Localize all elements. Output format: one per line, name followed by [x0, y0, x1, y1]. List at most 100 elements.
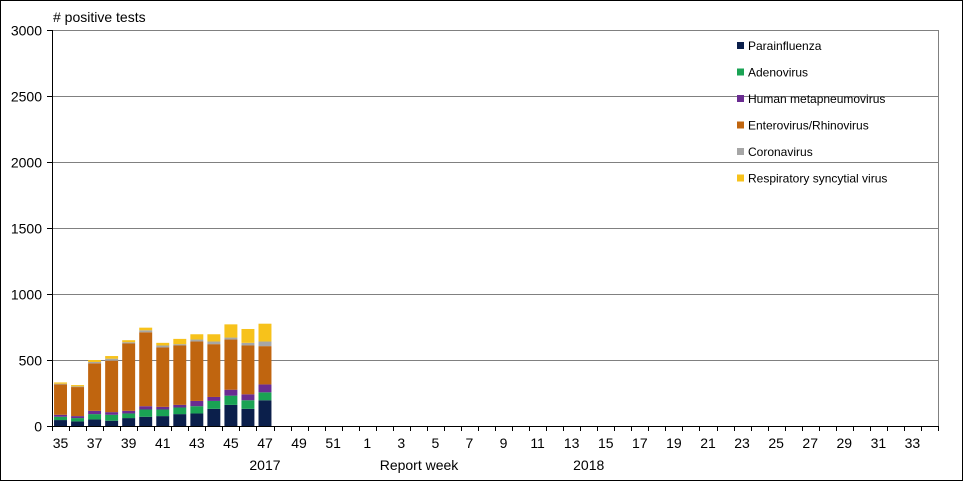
bar-week-43-human-metapneumovirus	[190, 400, 204, 407]
bar-week-45-enterovirus-rhinovirus	[224, 339, 238, 390]
legend-swatch-0	[737, 42, 744, 49]
bar-week-47-adenovirus	[258, 392, 272, 401]
bar-week-36-coronavirus	[71, 386, 85, 388]
bar-week-40-human-metapneumovirus	[139, 406, 153, 410]
x-ticks: 35 37 39 41 43 45 47 49 51 1 3 5 7 9 11 13 15 17 19 21 23 25 2…	[52, 426, 939, 451]
y-tick-label-2500: 2500	[11, 89, 42, 105]
bar-week-40-respiratory-syncytial-virus	[139, 327, 153, 331]
x-tick-label-9: 9	[500, 435, 508, 451]
bar-week-47-respiratory-syncytial-virus	[258, 323, 272, 342]
y-tick-label-2000: 2000	[11, 155, 42, 171]
legend-label-2: Human metapneumovirus	[748, 92, 885, 106]
bar-week-47-parainfluenza	[258, 400, 272, 426]
bar-week-47-human-metapneumovirus	[258, 384, 272, 393]
bar-week-35-human-metapneumovirus	[54, 414, 67, 417]
bar-week-45-respiratory-syncytial-virus	[224, 324, 238, 338]
bar-week-45-human-metapneumovirus	[224, 389, 238, 396]
x-tick-label-23: 23	[734, 435, 750, 451]
bar-week-39-enterovirus-rhinovirus	[122, 343, 136, 411]
bar-week-36-respiratory-syncytial-virus	[71, 385, 85, 387]
bar-week-36-human-metapneumovirus	[71, 416, 85, 419]
x-tick-label-43: 43	[189, 435, 205, 451]
y-ticks: 0 500 1000 1500 2000 2500 3000	[11, 23, 52, 435]
x-tick-label-19: 19	[666, 435, 682, 451]
bar-week-36-parainfluenza	[71, 421, 85, 426]
bar-week-38-coronavirus	[105, 358, 119, 361]
x-tick-label-1: 1	[363, 435, 371, 451]
legend-label-5: Respiratory syncytial virus	[748, 172, 887, 186]
bar-week-43-parainfluenza	[190, 413, 204, 426]
x-tick-label-25: 25	[768, 435, 784, 451]
bar-week-43-respiratory-syncytial-virus	[190, 334, 204, 340]
legend-label-4: Coronavirus	[748, 145, 813, 159]
bar-week-40-adenovirus	[139, 409, 153, 417]
legend-label-3: Enterovirus/Rhinovirus	[748, 119, 869, 133]
x-tick-label-47: 47	[257, 435, 273, 451]
bar-week-44-human-metapneumovirus	[207, 396, 221, 401]
bar-week-38-respiratory-syncytial-virus	[105, 356, 119, 359]
bar-week-42-enterovirus-rhinovirus	[173, 345, 187, 405]
bar-week-43-coronavirus	[190, 339, 204, 342]
bar-week-37-parainfluenza	[88, 419, 102, 426]
x-tick-label-41: 41	[155, 435, 171, 451]
legend-swatch-1	[737, 68, 744, 76]
bar-week-40-coronavirus	[139, 330, 153, 333]
bar-week-39-human-metapneumovirus	[122, 410, 136, 414]
bar-week-43-adenovirus	[190, 406, 204, 414]
x-tick-label-31: 31	[871, 435, 887, 451]
legend-swatch-2	[737, 95, 744, 102]
bar-week-40-parainfluenza	[139, 416, 153, 426]
x-tick-label-15: 15	[598, 435, 614, 451]
y-tick-label-500: 500	[19, 353, 43, 369]
bar-week-46-respiratory-syncytial-virus	[241, 328, 255, 343]
x-tick-label-39: 39	[121, 435, 137, 451]
bar-week-47-enterovirus-rhinovirus	[258, 346, 272, 385]
x-tick-label-3: 3	[397, 435, 405, 451]
bar-week-42-coronavirus	[173, 344, 187, 346]
bar-week-44-adenovirus	[207, 400, 221, 409]
y-axis-title: # positive tests	[53, 9, 146, 25]
x-tick-label-11: 11	[530, 435, 545, 451]
x-tick-label-7: 7	[466, 435, 474, 451]
y-tick-label-1000: 1000	[11, 287, 42, 303]
bar-week-39-respiratory-syncytial-virus	[122, 340, 136, 343]
bar-week-40-enterovirus-rhinovirus	[139, 332, 153, 407]
bar-week-38-parainfluenza	[105, 420, 119, 426]
bar-week-37-enterovirus-rhinovirus	[88, 363, 102, 411]
bar-week-46-coronavirus	[241, 342, 255, 346]
bar-week-41-enterovirus-rhinovirus	[156, 347, 170, 407]
bar-week-35-adenovirus	[54, 416, 67, 421]
x-tick-label-33: 33	[905, 435, 921, 451]
x-axis-title: Report week	[380, 457, 460, 473]
x-tick-label-13: 13	[564, 435, 580, 451]
bar-week-37-human-metapneumovirus	[88, 410, 102, 415]
bar-week-36-adenovirus	[71, 418, 85, 422]
bar-week-35-parainfluenza	[54, 420, 67, 426]
bar-week-45-coronavirus	[224, 337, 238, 340]
bar-week-38-human-metapneumovirus	[105, 412, 119, 415]
legend-label-0: Parainfluenza	[748, 39, 822, 53]
y-tick-label-1500: 1500	[11, 221, 42, 237]
bars	[54, 323, 272, 426]
x-tick-label-45: 45	[223, 435, 239, 451]
bar-week-42-human-metapneumovirus	[173, 404, 187, 408]
bar-week-43-enterovirus-rhinovirus	[190, 341, 204, 401]
legend-label-1: Adenovirus	[748, 66, 808, 80]
year-labels: 2017 2018	[249, 457, 604, 473]
bar-week-35-coronavirus	[54, 383, 67, 385]
bar-week-47-coronavirus	[258, 341, 272, 347]
bar-week-46-human-metapneumovirus	[241, 394, 255, 401]
bar-week-45-parainfluenza	[224, 404, 238, 426]
bar-week-39-parainfluenza	[122, 418, 136, 426]
bar-week-45-adenovirus	[224, 395, 238, 405]
bar-week-37-respiratory-syncytial-virus	[88, 360, 102, 362]
legend: Parainfluenza Adenovirus Human metapneumov…	[737, 39, 887, 186]
x-tick-label-49: 49	[291, 435, 307, 451]
bar-week-44-coronavirus	[207, 341, 221, 345]
legend-swatch-3	[737, 121, 744, 129]
y-tick-label-0: 0	[34, 419, 42, 435]
bar-week-41-coronavirus	[156, 345, 170, 348]
x-tick-label-27: 27	[802, 435, 818, 451]
bar-week-41-human-metapneumovirus	[156, 406, 170, 410]
bar-week-35-respiratory-syncytial-virus	[54, 382, 67, 384]
